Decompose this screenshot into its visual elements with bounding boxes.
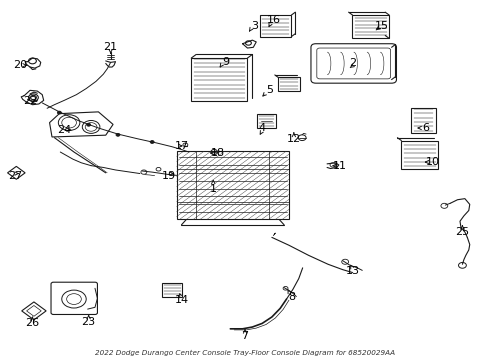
Bar	[260, 15, 292, 37]
Text: 16: 16	[268, 15, 281, 26]
Text: 21: 21	[103, 42, 118, 52]
Bar	[257, 114, 276, 128]
Text: 15: 15	[375, 21, 389, 31]
Text: 10: 10	[426, 157, 440, 167]
Text: 27: 27	[8, 171, 23, 181]
Circle shape	[150, 140, 154, 143]
Bar	[411, 108, 436, 134]
Circle shape	[116, 134, 120, 136]
Text: 4: 4	[259, 123, 266, 133]
Bar	[176, 151, 289, 220]
Text: 25: 25	[455, 227, 469, 237]
Text: 7: 7	[242, 331, 248, 341]
Text: 6: 6	[422, 123, 429, 133]
Bar	[278, 77, 300, 91]
Text: 14: 14	[174, 295, 189, 305]
Text: 19: 19	[162, 171, 176, 181]
Bar	[352, 15, 389, 39]
Text: 8: 8	[288, 292, 295, 302]
Circle shape	[87, 123, 91, 126]
Text: 24: 24	[57, 125, 72, 135]
Text: 22: 22	[23, 96, 37, 106]
Text: 20: 20	[13, 60, 27, 70]
Bar	[191, 58, 247, 101]
Text: 1: 1	[210, 184, 217, 194]
Text: 13: 13	[345, 266, 360, 276]
Text: 18: 18	[211, 148, 225, 158]
Text: 9: 9	[222, 57, 229, 67]
Bar	[401, 140, 438, 169]
Text: 2: 2	[349, 58, 356, 68]
Text: 23: 23	[81, 317, 96, 327]
Bar	[162, 283, 182, 297]
Circle shape	[57, 111, 61, 114]
Text: 17: 17	[174, 141, 189, 151]
Text: 2022 Dodge Durango Center Console Tray-Floor Console Diagram for 68520029AA: 2022 Dodge Durango Center Console Tray-F…	[95, 350, 395, 356]
Text: 11: 11	[333, 161, 347, 171]
Text: 3: 3	[251, 21, 258, 31]
Text: 26: 26	[25, 319, 40, 328]
Text: 5: 5	[266, 85, 273, 95]
Text: 12: 12	[287, 134, 301, 144]
